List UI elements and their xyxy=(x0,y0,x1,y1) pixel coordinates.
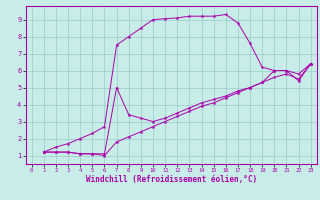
X-axis label: Windchill (Refroidissement éolien,°C): Windchill (Refroidissement éolien,°C) xyxy=(86,175,257,184)
